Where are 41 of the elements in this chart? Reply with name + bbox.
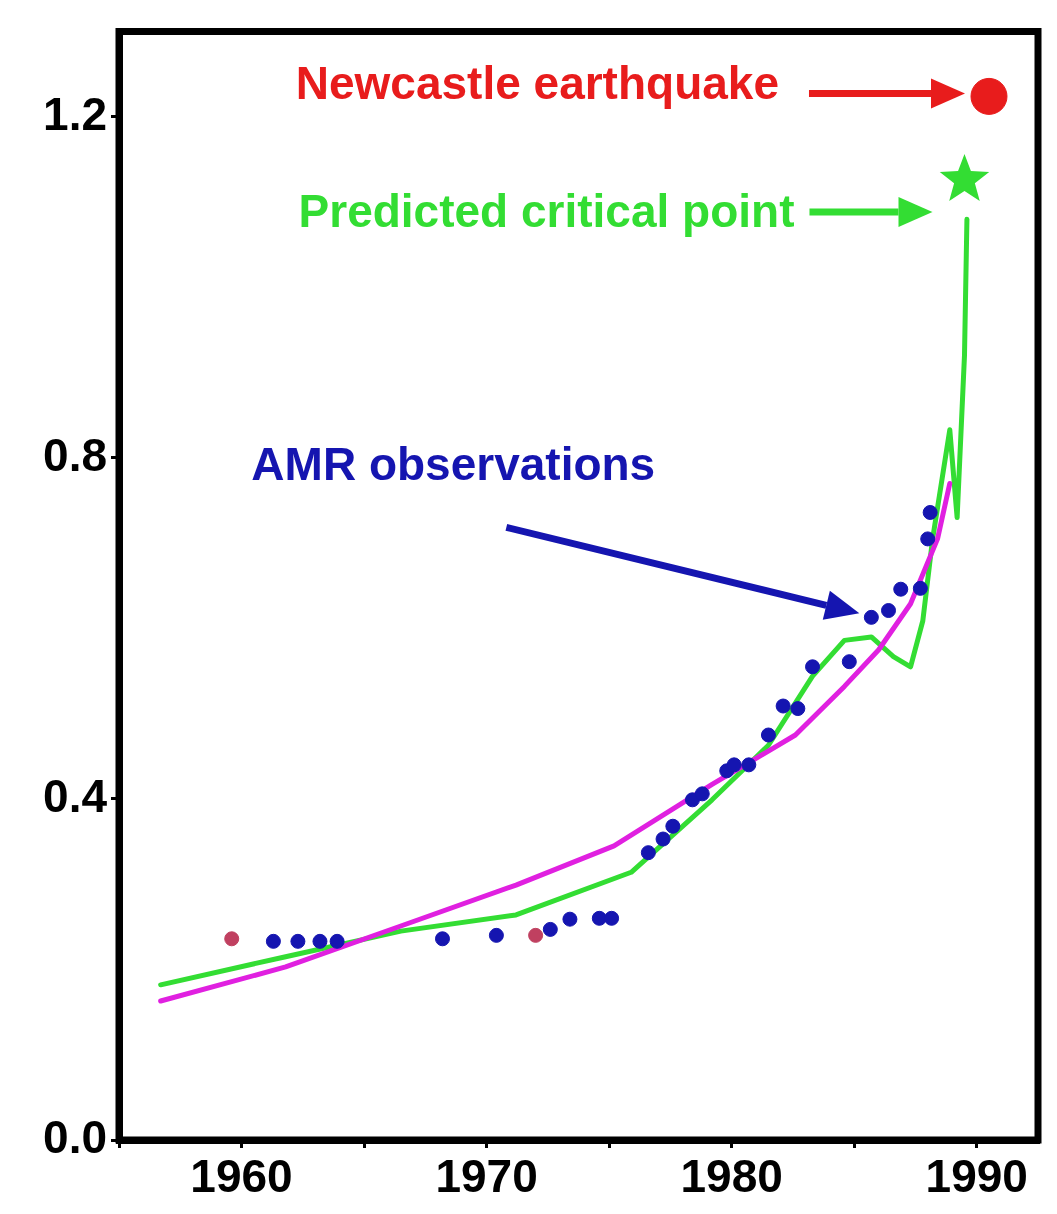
point: [760, 727, 776, 743]
point: [528, 927, 544, 943]
point: [790, 701, 806, 717]
annotation: Newcastle earthquake: [295, 57, 779, 110]
point: [912, 580, 928, 596]
point: [920, 531, 936, 547]
point: [640, 845, 656, 861]
point: [224, 931, 240, 947]
point: [893, 581, 909, 597]
point: [841, 654, 857, 670]
point: [970, 77, 1008, 115]
point: [591, 910, 607, 926]
x-tick-label: 1970: [435, 1150, 538, 1203]
point: [655, 831, 671, 847]
y-tick-label: 0.8: [43, 428, 107, 481]
point: [775, 698, 791, 714]
point: [312, 933, 328, 949]
x-tick-label: 1980: [680, 1150, 783, 1203]
y-tick-label: 1.2: [43, 87, 107, 140]
point: [805, 659, 821, 675]
point: [741, 757, 757, 773]
y-tick-label: 0.0: [43, 1110, 107, 1163]
point: [434, 931, 450, 947]
point: [542, 921, 558, 937]
point: [290, 933, 306, 949]
point: [604, 910, 620, 926]
point: [665, 818, 681, 834]
point: [922, 504, 938, 520]
annotation: AMR observations: [251, 438, 656, 491]
point: [562, 911, 578, 927]
point: [881, 603, 897, 619]
point: [863, 609, 879, 625]
point: [488, 927, 504, 943]
point: [329, 933, 345, 949]
point: [726, 757, 742, 773]
x-tick-label: 1990: [925, 1150, 1028, 1203]
y-tick-label: 0.4: [43, 769, 108, 822]
annotation: Predicted critical point: [298, 184, 795, 237]
point: [265, 933, 281, 949]
x-tick-label: 1960: [190, 1150, 293, 1203]
point: [694, 786, 710, 802]
